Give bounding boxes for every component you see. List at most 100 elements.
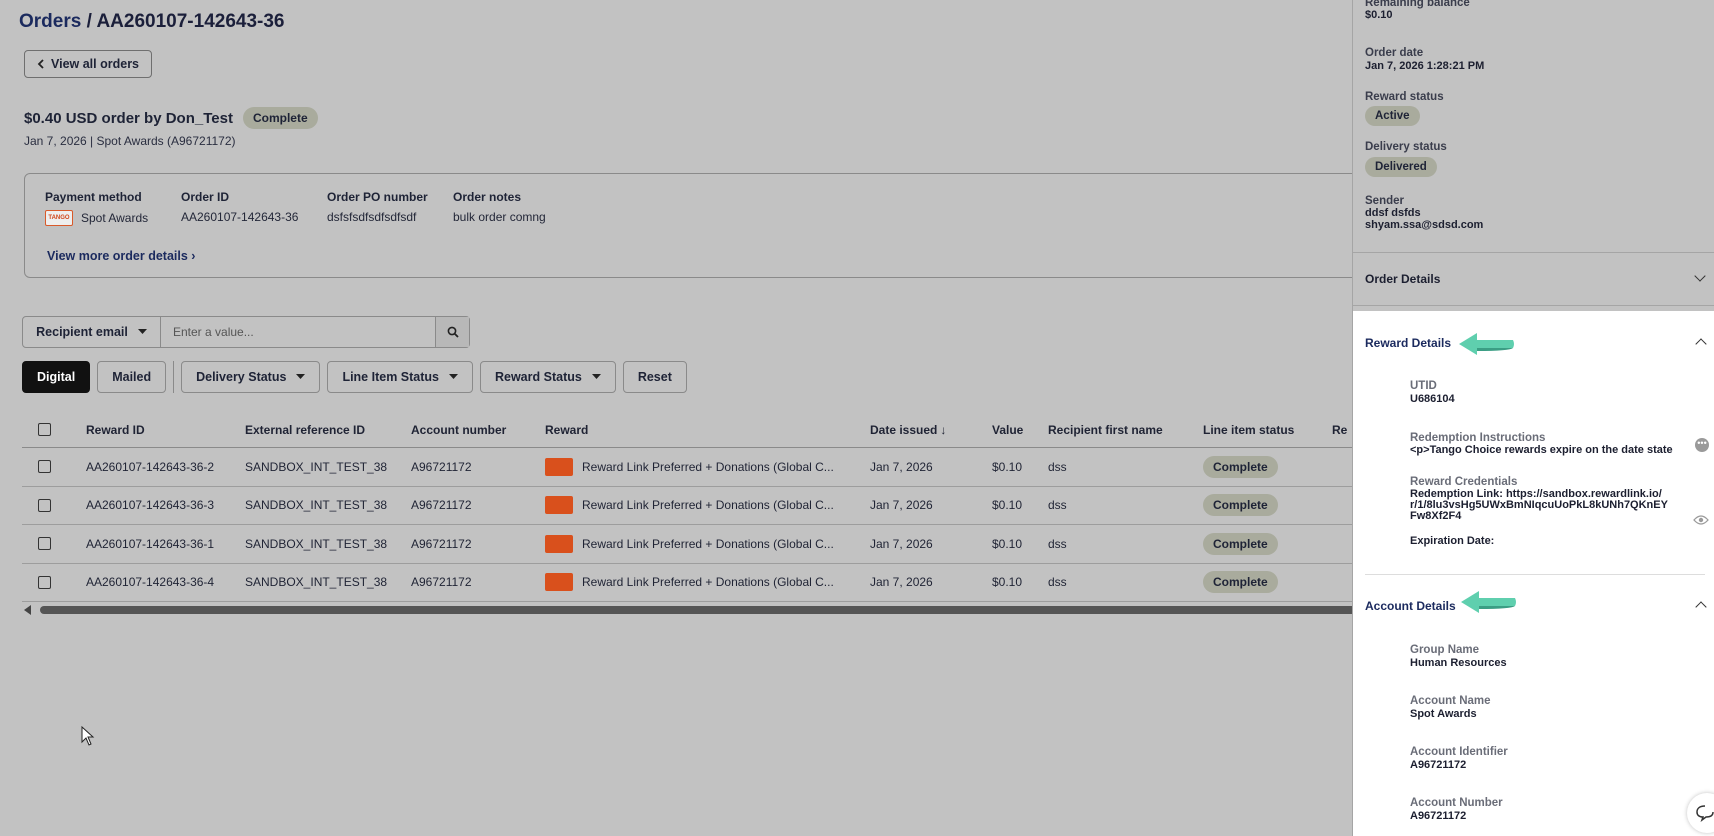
horizontal-scrollbar[interactable]: [22, 603, 1352, 615]
order-notes-label: Order notes: [453, 190, 522, 204]
col-reward-id[interactable]: Reward ID: [86, 422, 145, 437]
search-field-select[interactable]: Recipient email: [23, 317, 161, 347]
order-date-label: Order date: [1365, 47, 1424, 59]
reward-details-toggle[interactable]: Reward Details: [1365, 336, 1452, 350]
col-external-ref[interactable]: External reference ID: [245, 422, 366, 437]
filter-bar: Digital Mailed Delivery Status Line Item…: [22, 361, 687, 393]
col-date-issued-label: Date issued: [870, 422, 938, 437]
reward-credentials-label: Reward Credentials: [1410, 476, 1518, 488]
group-name-label: Group Name: [1410, 644, 1480, 656]
row-checkbox[interactable]: [38, 460, 51, 474]
row-checkbox[interactable]: [38, 537, 51, 551]
caret-down-icon: [591, 374, 601, 379]
order-id-label: Order ID: [181, 190, 230, 204]
order-id-block: Order ID AA260107-142643-36: [181, 190, 298, 224]
cell-account-number: A96721172: [411, 498, 472, 513]
filter-divider: [173, 361, 175, 393]
col-recipient-first-name[interactable]: Recipient first name: [1048, 422, 1163, 437]
order-notes-value: bulk order comng: [453, 210, 546, 224]
group-name-value: Human Resources: [1410, 657, 1507, 669]
search-input[interactable]: [161, 317, 435, 347]
select-all-checkbox[interactable]: [38, 423, 51, 436]
chat-button[interactable]: [1687, 793, 1714, 833]
tango-logo: TANGO: [45, 210, 73, 226]
panel-divider: [1353, 252, 1714, 253]
mailed-tab[interactable]: Mailed: [97, 361, 167, 393]
row-checkbox[interactable]: [38, 498, 51, 512]
payment-method-block: Payment method TANGO Spot Awards: [45, 190, 148, 226]
row-checkbox[interactable]: [38, 575, 51, 589]
account-details-toggle[interactable]: Account Details: [1365, 599, 1456, 613]
col-value[interactable]: Value: [992, 422, 1024, 437]
view-more-order-details-link[interactable]: View more order details ›: [47, 249, 195, 263]
table-row[interactable]: AA260107-142643-36-2 SANDBOX_INT_TEST_38…: [22, 448, 1352, 487]
order-details-toggle[interactable]: Order Details: [1365, 272, 1441, 286]
order-subline: Jan 7, 2026 | Spot Awards (A96721172): [24, 134, 236, 148]
cell-reward: Reward Link Preferred + Donations (Globa…: [545, 564, 834, 602]
chevron-down-icon[interactable]: [1694, 270, 1706, 282]
delivery-status-filter[interactable]: Delivery Status: [181, 361, 321, 393]
order-po-value: dsfsfsdfsdfsdfsdf: [327, 210, 417, 224]
line-item-status-filter[interactable]: Line Item Status: [327, 361, 473, 393]
col-account-number[interactable]: Account number: [411, 422, 507, 437]
reward-thumbnail: [545, 534, 573, 553]
chevron-up-icon[interactable]: [1695, 338, 1707, 350]
reward-status-label: Reward status: [1365, 91, 1444, 103]
redemption-instructions-value: <p>Tango Choice rewards expire on the da…: [1410, 445, 1673, 456]
reward-thumbnail: [545, 457, 573, 476]
account-number-value: A96721172: [1410, 810, 1467, 822]
reward-credentials-value: Redemption Link: https://sandbox.rewardl…: [1410, 488, 1668, 522]
search-field-label: Recipient email: [36, 325, 128, 339]
col-reward[interactable]: Reward: [545, 422, 589, 437]
annotation-arrow-icon: [1461, 591, 1516, 613]
caret-down-icon: [137, 329, 147, 334]
main-content: Orders / AA260107-142643-36 View all ord…: [19, 11, 1352, 746]
expiration-date-label: Expiration Date:: [1410, 535, 1495, 547]
eye-icon[interactable]: [1693, 514, 1709, 526]
col-date-issued[interactable]: Date issued ↓: [870, 412, 946, 447]
table-row[interactable]: AA260107-142643-36-3 SANDBOX_INT_TEST_38…: [22, 487, 1352, 525]
scroll-left-arrow-icon[interactable]: [24, 605, 31, 615]
order-info-card: Payment method TANGO Spot Awards Order ID…: [24, 173, 1352, 278]
chevron-up-icon[interactable]: [1695, 601, 1707, 613]
reward-name: Reward Link Preferred + Donations (Globa…: [582, 536, 834, 551]
view-all-orders-button[interactable]: View all orders: [24, 50, 153, 78]
remaining-balance-label: Remaining balance: [1365, 0, 1470, 9]
remaining-balance-value: $0.10: [1365, 9, 1393, 21]
recipient-search-bar: Recipient email: [22, 316, 470, 348]
col-truncated[interactable]: Re: [1332, 422, 1348, 437]
line-item-status-badge: Complete: [1203, 455, 1278, 478]
search-button[interactable]: [435, 317, 469, 347]
more-options-icon[interactable]: •••: [1695, 438, 1709, 452]
col-line-item-status[interactable]: Line item status: [1203, 422, 1295, 437]
redemption-instructions-label: Redemption Instructions: [1410, 432, 1546, 444]
breadcrumb-orders-link[interactable]: Orders: [19, 11, 82, 32]
order-date-value: Jan 7, 2026 1:28:21 PM: [1365, 60, 1485, 72]
cell-reward: Reward Link Preferred + Donations (Globa…: [545, 448, 834, 486]
cell-account-number: A96721172: [411, 536, 472, 551]
payment-method-value: Spot Awards: [81, 211, 149, 225]
order-po-label: Order PO number: [327, 190, 428, 204]
digital-tab[interactable]: Digital: [22, 361, 91, 393]
table-row[interactable]: AA260107-142643-36-4 SANDBOX_INT_TEST_38…: [22, 564, 1352, 602]
chevron-left-icon: [37, 59, 44, 69]
delivery-status-label: Delivery status: [1365, 141, 1447, 153]
cell-reward-id: AA260107-142643-36-4: [86, 575, 215, 590]
annotation-arrow-icon: [1459, 333, 1514, 355]
view-all-orders-label: View all orders: [51, 57, 140, 71]
scrollbar-thumb[interactable]: [40, 606, 1352, 614]
table-row[interactable]: AA260107-142643-36-1 SANDBOX_INT_TEST_38…: [22, 525, 1352, 564]
utid-value: U686104: [1410, 393, 1455, 405]
reward-name: Reward Link Preferred + Donations (Globa…: [582, 498, 834, 513]
cell-reward: Reward Link Preferred + Donations (Globa…: [545, 487, 834, 525]
delivery-status-badge: Delivered: [1365, 157, 1437, 177]
reward-status-filter[interactable]: Reward Status: [479, 361, 616, 393]
line-item-status-badge: Complete: [1203, 571, 1278, 594]
cell-reward-id: AA260107-142643-36-3: [86, 498, 215, 513]
cell-value: $0.10: [992, 536, 1023, 551]
reset-button[interactable]: Reset: [622, 361, 687, 393]
reward-status-badge: Active: [1365, 106, 1420, 126]
breadcrumb-order-code: AA260107-142643-36: [96, 11, 285, 32]
cell-external-ref: SANDBOX_INT_TEST_38: [245, 536, 388, 551]
sender-email: shyam.ssa@sdsd.com: [1365, 219, 1484, 231]
